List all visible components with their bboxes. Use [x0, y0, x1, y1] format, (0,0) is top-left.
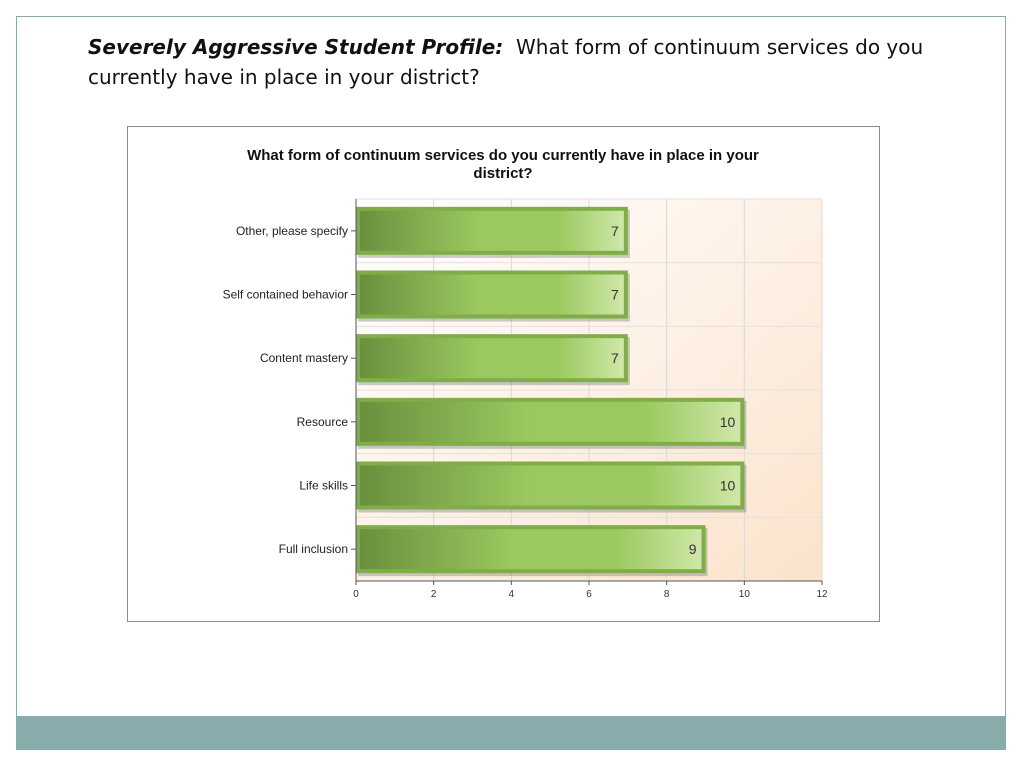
chart-container: What form of continuum services do you c… [127, 126, 880, 622]
bar-value-label: 7 [611, 287, 619, 303]
heading-lead: Severely Aggressive Student Profile: [88, 35, 504, 59]
bar-fill [360, 274, 624, 315]
bar-fill [360, 401, 741, 442]
category-label: Other, please specify [236, 224, 348, 238]
bar-value-label: 7 [611, 223, 619, 239]
heading-question: What form of continuum services do you c… [88, 35, 924, 89]
bar-value-label: 10 [720, 414, 736, 430]
category-label: Full inclusion [279, 542, 348, 556]
x-tick-label: 12 [816, 589, 828, 600]
slide-heading: Severely Aggressive Student Profile: Wha… [88, 32, 968, 92]
chart-title-line-1: What form of continuum services do you c… [247, 147, 759, 164]
x-tick-label: 0 [353, 589, 359, 600]
category-label: Self contained behavior [223, 288, 348, 302]
bar-chart: What form of continuum services do you c… [223, 147, 828, 600]
bars: 7 7 7 10 10 9 [356, 206, 747, 577]
category-label: Resource [297, 415, 349, 429]
bar-value-label: 10 [720, 478, 736, 494]
bar-fill [360, 465, 741, 506]
category-label: Life skills [299, 479, 348, 493]
bar-value-label: 7 [611, 350, 619, 366]
category-label: Content mastery [260, 351, 348, 365]
x-tick-label: 2 [431, 589, 437, 600]
footer-band [16, 716, 1006, 750]
bar-fill [360, 338, 624, 379]
bar-value-label: 9 [689, 541, 697, 557]
bar-fill [360, 529, 702, 570]
axes: 0 2 4 6 8 10 12 Other, please specify Self conta… [223, 199, 828, 600]
x-tick-label: 4 [509, 589, 515, 600]
chart-title-line-2: district? [473, 165, 532, 182]
x-tick-label: 10 [739, 589, 751, 600]
bar-fill [360, 210, 624, 251]
x-tick-label: 6 [586, 589, 592, 600]
x-tick-label: 8 [664, 589, 670, 600]
